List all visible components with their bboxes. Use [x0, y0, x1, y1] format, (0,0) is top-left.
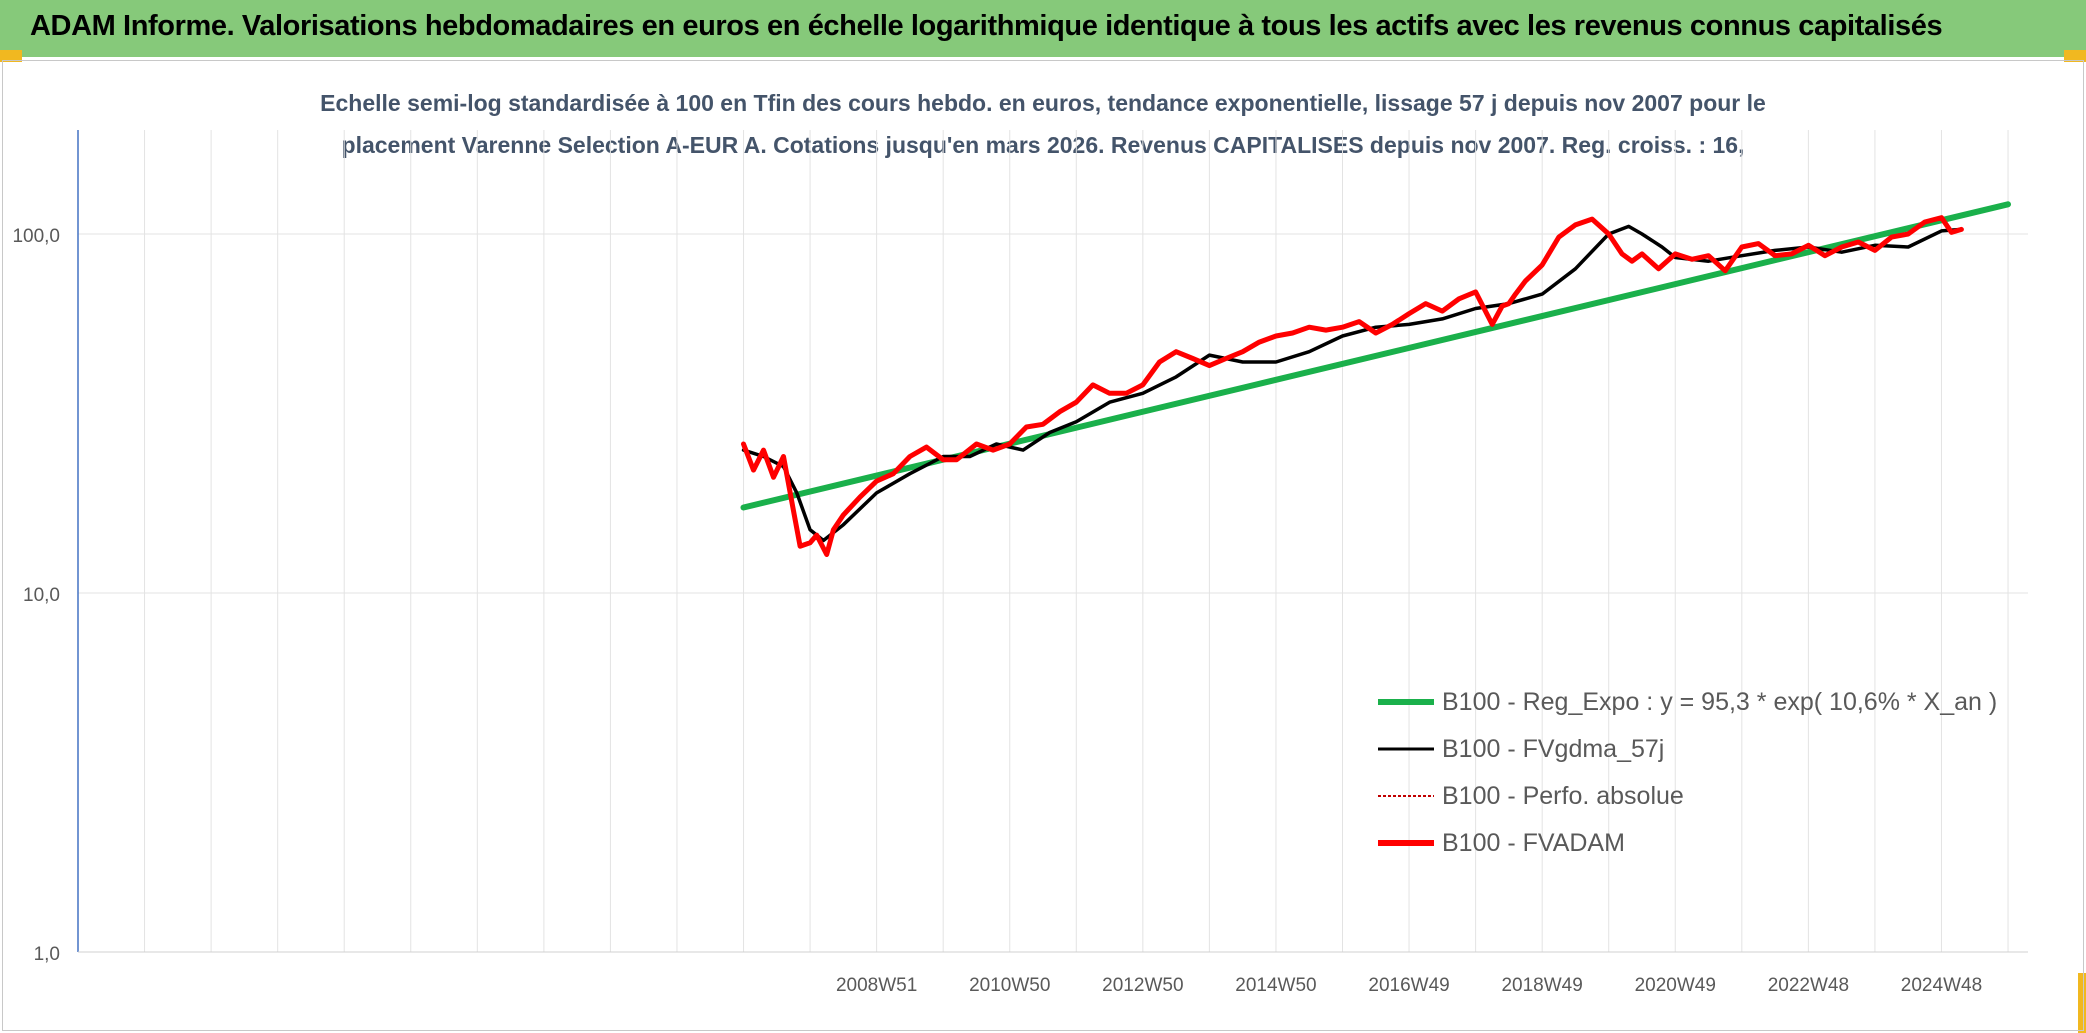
x-tick-label: 2020W49	[1635, 975, 1716, 996]
corner-marker-right	[2064, 50, 2086, 62]
x-tick-label: 2014W50	[1235, 975, 1316, 996]
x-tick-label: 2022W48	[1768, 975, 1849, 996]
legend-label: B100 - FVgdma_57j	[1442, 735, 1664, 763]
x-tick-label: 2008W51	[836, 975, 917, 996]
y-tick-label: 100,0	[12, 226, 60, 247]
x-tick-label: 2016W49	[1368, 975, 1449, 996]
chart-title-line-1: Echelle semi-log standardisée à 100 en T…	[320, 90, 1766, 116]
y-tick-label: 1,0	[34, 944, 60, 965]
chart-legend: B100 - Reg_Expo : y = 95,3 * exp( 10,6% …	[1378, 688, 1997, 857]
report-title: ADAM Informe. Valorisations hebdomadaire…	[30, 10, 1943, 42]
report-header: ADAM Informe. Valorisations hebdomadaire…	[0, 0, 2086, 60]
legend-label: B100 - Reg_Expo : y = 95,3 * exp( 10,6% …	[1442, 688, 1997, 716]
data-series	[740, 201, 2011, 557]
legend-label: B100 - Perfo. absolue	[1442, 782, 1684, 810]
corner-marker-left	[0, 50, 22, 62]
x-tick-label: 2018W49	[1501, 975, 1582, 996]
x-tick-label: 2012W50	[1102, 975, 1183, 996]
corner-marker-bottom-right	[2078, 973, 2086, 1033]
fvadam-line	[741, 215, 1964, 557]
y-tick-label: 10,0	[23, 585, 60, 606]
axes: 1,0 10,0 100,0 2008W51 2010W50 2012W50 2014W50…	[12, 130, 2028, 996]
chart-panel	[2, 60, 2084, 1031]
legend-label: B100 - FVADAM	[1442, 829, 1625, 857]
x-tick-label: 2010W50	[969, 975, 1050, 996]
chart-title-line-2: placement Varenne Selection A-EUR A. Cot…	[342, 132, 1745, 158]
smoothed-57j-line	[741, 224, 1964, 543]
x-tick-label: 2024W48	[1901, 975, 1982, 996]
